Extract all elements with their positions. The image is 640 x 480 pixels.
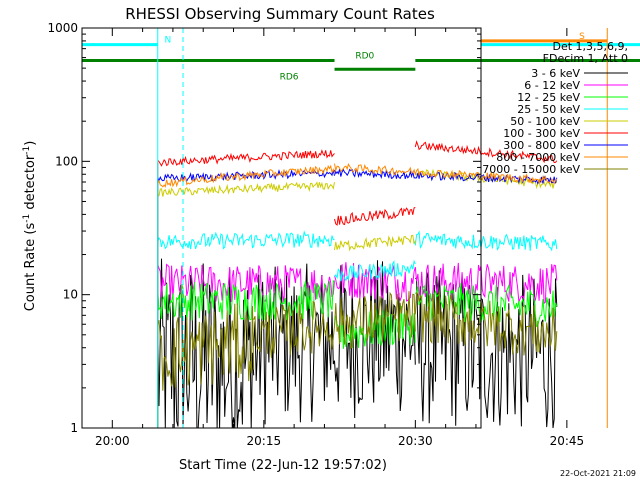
flag-rd6: RD6 (280, 67, 416, 82)
series-segment (157, 258, 255, 429)
flag-label: RD0 (355, 52, 374, 62)
x-tick-label: 20:45 (550, 434, 585, 448)
legend-entry-label: 25 - 50 keV (517, 103, 580, 116)
flag-n: N (82, 36, 640, 47)
y-axis-label-part3: ) (23, 141, 38, 146)
series-segment (334, 259, 416, 282)
y-axis-label-part2: detector (23, 154, 38, 214)
flag-layer: N RD0 RD6 S (82, 32, 640, 82)
series-segment (334, 262, 558, 305)
y-tick-label: 1000 (47, 21, 78, 35)
legend-entry-label: 800 - 7000 keV (496, 151, 580, 164)
series-segment (157, 230, 335, 250)
y-axis-label-sup1: -1 (22, 214, 32, 223)
legend: Det 1,3,5,6,9,FDecim 1, Att 0 3 - 6 keV6 … (482, 40, 628, 176)
y-axis-label-sup2: -1 (22, 146, 32, 155)
legend-entry-label: 100 - 300 keV (503, 127, 580, 140)
series-segment (414, 291, 558, 356)
chart-title: RHESSI Observing Summary Count Rates (125, 5, 435, 23)
flag-label: N (164, 36, 171, 46)
x-tick-label: 20:30 (398, 434, 433, 448)
flag-label: S (579, 32, 585, 42)
series-segment (157, 263, 335, 305)
flag-label: RD6 (280, 72, 299, 82)
series-segment (157, 149, 335, 167)
legend-entry-label: 300 - 800 keV (503, 139, 580, 152)
x-axis-label: Start Time (22-Jun-12 19:57:02) (179, 458, 387, 473)
footer-date: 22-Oct-2021 21:09 (560, 469, 636, 478)
y-axis-label-part1: Count Rate (s (23, 223, 38, 312)
series-segment (253, 291, 416, 358)
legend-entry-label: 3 - 6 keV (531, 67, 580, 80)
series-segment (334, 163, 558, 185)
y-tick-label: 1 (70, 421, 78, 435)
y-tick-label: 10 (63, 288, 78, 302)
series-segment (157, 164, 335, 188)
legend-entry-label: 50 - 100 keV (510, 115, 580, 128)
x-tick-label: 20:00 (95, 434, 130, 448)
series-segment (157, 181, 335, 197)
series-segment (334, 305, 416, 349)
x-tick-label: 20:15 (247, 434, 282, 448)
series-segment (253, 260, 416, 425)
axis-ticks: 20:0020:1520:3020:4521:0021:1521:3011010… (47, 21, 585, 448)
legend-entry-label: 7000 - 15000 keV (482, 163, 580, 176)
y-tick-label: 100 (55, 154, 78, 168)
series-segment (334, 206, 416, 226)
flag-s: S (481, 32, 608, 43)
legend-header-line: FDecim 1, Att 0 (543, 52, 628, 65)
series-segment (414, 140, 558, 164)
series-segment (414, 230, 558, 252)
series-segment (334, 234, 416, 252)
series-segment (157, 303, 255, 391)
flag-rd0: RD0 (82, 52, 640, 63)
legend-entry-label: 6 - 12 keV (524, 79, 580, 92)
y-axis-label: Count Rate (s-1 detector-1) (22, 141, 38, 312)
plot-frame (81, 27, 482, 429)
series-layer (157, 140, 558, 429)
event-line-layer (157, 28, 608, 428)
legend-header-line: Det 1,3,5,6,9, (552, 40, 628, 53)
legend-entry-label: 12 - 25 keV (517, 91, 580, 104)
